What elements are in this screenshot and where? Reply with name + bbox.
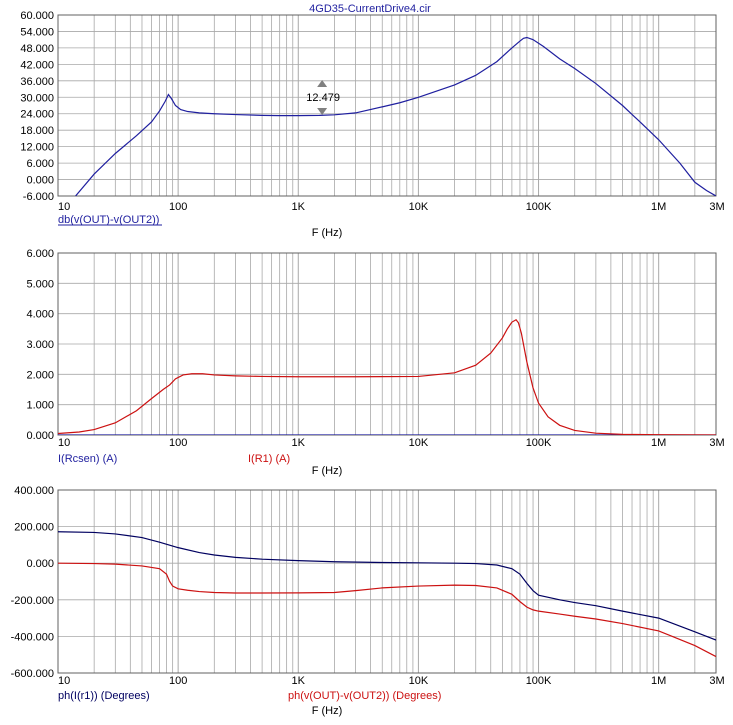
y-tick-label: 0.000 — [26, 430, 54, 442]
x-tick-label: 3M — [709, 675, 724, 687]
x-tick-label: 10 — [58, 675, 70, 687]
x-axis-label: F (Hz) — [312, 227, 343, 239]
plot-frame — [57, 489, 717, 674]
y-tick-label: -6.000 — [23, 191, 54, 203]
y-tick-label: 200.000 — [14, 522, 54, 534]
y-tick-label: -200.000 — [11, 595, 54, 607]
legend-label: I(Rcsen) (A) — [58, 453, 117, 465]
series-line — [58, 562, 716, 658]
plot-frame — [57, 14, 717, 197]
y-tick-label: -400.000 — [11, 631, 54, 643]
y-tick-label: 30.000 — [20, 92, 54, 104]
y-tick-label: 24.000 — [20, 109, 54, 121]
x-tick-label: 1K — [292, 201, 306, 213]
x-axis-label: F (Hz) — [312, 465, 343, 477]
y-tick-label: 0.000 — [26, 175, 54, 187]
x-tick-label: 100 — [169, 201, 187, 213]
x-tick-label: 100K — [526, 201, 552, 213]
x-tick-label: 1M — [651, 437, 666, 449]
x-tick-label: 1M — [651, 201, 666, 213]
x-tick-label: 10 — [58, 201, 70, 213]
y-tick-label: 60.000 — [20, 10, 54, 22]
y-tick-label: 2.000 — [26, 369, 54, 381]
legend-label: ph(I(r1)) (Degrees) — [58, 690, 150, 702]
x-axis-label: F (Hz) — [312, 705, 343, 717]
y-tick-label: 6.000 — [26, 248, 54, 260]
y-tick-label: 6.000 — [26, 158, 54, 170]
x-tick-label: 10K — [409, 201, 429, 213]
series-line — [58, 531, 716, 641]
magnitude-panel: 60.000 54.000 48.000 42.000 36.000 30.000 24.0… — [20, 10, 724, 239]
cursor-down-arrow[interactable] — [317, 108, 328, 115]
y-tick-label: 48.000 — [20, 43, 54, 55]
y-tick-label: 12.000 — [20, 142, 54, 154]
cursor-value-label: 12.479 — [306, 92, 340, 104]
legend-label: db(v(OUT)-v(OUT2)) — [58, 214, 159, 226]
y-tick-label: 0.000 — [26, 558, 54, 570]
y-tick-label: 36.000 — [20, 76, 54, 88]
x-tick-label: 10 — [58, 437, 70, 449]
phase-panel: 400.000 200.000 0.000 -200.000 -400.000 -600.… — [11, 485, 725, 717]
x-tick-label: 3M — [709, 437, 724, 449]
x-tick-label: 100K — [526, 437, 552, 449]
series-line — [58, 318, 716, 435]
y-tick-label: 54.000 — [20, 26, 54, 38]
x-tick-label: 3M — [709, 201, 724, 213]
y-tick-label: 3.000 — [26, 339, 54, 351]
x-tick-label: 1K — [292, 437, 306, 449]
x-tick-label: 1M — [651, 675, 666, 687]
x-tick-label: 1K — [292, 675, 306, 687]
x-tick-label: 100K — [526, 675, 552, 687]
y-tick-label: 5.000 — [26, 278, 54, 290]
legend-label: ph(v(OUT)-v(OUT2)) (Degrees) — [288, 690, 441, 702]
y-tick-label: 42.000 — [20, 59, 54, 71]
legend-label: I(R1) (A) — [248, 453, 290, 465]
x-tick-label: 10K — [409, 437, 429, 449]
x-tick-label: 100 — [169, 675, 187, 687]
cursor-up-arrow[interactable] — [317, 80, 328, 87]
y-tick-label: 18.000 — [20, 125, 54, 137]
y-tick-label: 4.000 — [26, 309, 54, 321]
y-tick-label: 1.000 — [26, 400, 54, 412]
chart-title: 4GD35-CurrentDrive4.cir — [309, 3, 431, 15]
current-panel: 6.000 5.000 4.000 3.000 2.000 1.000 0.000 10 100… — [26, 248, 724, 477]
series-line — [75, 36, 716, 196]
x-tick-label: 10K — [409, 675, 429, 687]
y-tick-label: 400.000 — [14, 485, 54, 497]
y-tick-label: -600.000 — [11, 668, 54, 680]
x-tick-label: 100 — [169, 437, 187, 449]
